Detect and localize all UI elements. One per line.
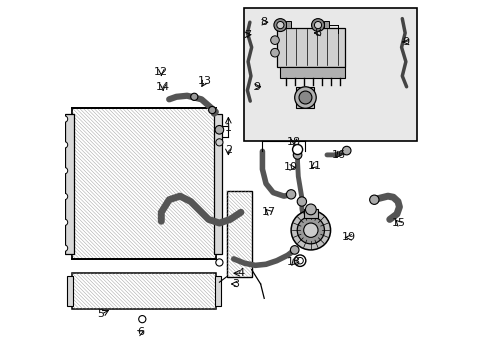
Circle shape (286, 190, 295, 199)
Circle shape (314, 22, 321, 29)
Circle shape (369, 195, 378, 204)
Text: 12: 12 (154, 67, 168, 77)
Text: 3: 3 (232, 279, 239, 289)
Text: 8: 8 (260, 17, 267, 27)
Text: 7: 7 (244, 30, 250, 40)
Circle shape (298, 91, 311, 104)
Text: 18: 18 (286, 138, 301, 147)
Bar (244, 8, 416, 140)
Text: 8: 8 (314, 28, 321, 38)
Circle shape (297, 217, 324, 244)
Bar (296, 87, 314, 108)
Circle shape (305, 204, 316, 215)
Circle shape (61, 141, 67, 148)
Bar (226, 191, 251, 277)
Circle shape (311, 19, 324, 32)
Text: 13: 13 (198, 76, 212, 86)
Text: 4: 4 (237, 268, 244, 278)
Text: 14: 14 (156, 82, 170, 92)
Text: 9: 9 (402, 37, 408, 47)
Circle shape (139, 316, 145, 323)
Text: 6: 6 (137, 327, 143, 337)
Circle shape (61, 219, 67, 226)
Bar (214, 276, 221, 306)
Bar (324, 22, 328, 28)
Text: 15: 15 (391, 218, 405, 228)
Bar (303, 210, 317, 219)
Circle shape (290, 211, 330, 250)
Bar (280, 67, 344, 78)
Text: 16: 16 (331, 150, 345, 160)
Circle shape (276, 22, 284, 29)
Circle shape (215, 259, 223, 266)
Circle shape (293, 150, 301, 159)
Circle shape (296, 257, 303, 264)
Text: 9: 9 (253, 82, 260, 92)
Text: 2: 2 (224, 144, 231, 154)
Text: 1: 1 (224, 123, 231, 133)
Circle shape (270, 48, 279, 57)
Circle shape (270, 36, 279, 44)
Bar (214, 114, 222, 253)
Text: 17: 17 (261, 207, 275, 217)
Circle shape (61, 193, 67, 200)
Circle shape (342, 146, 350, 155)
Circle shape (294, 87, 316, 108)
Circle shape (190, 93, 198, 100)
Circle shape (292, 144, 302, 154)
Circle shape (61, 245, 67, 251)
Text: 5: 5 (98, 310, 104, 319)
Bar (286, 22, 290, 28)
Bar (72, 273, 215, 309)
Text: 10: 10 (284, 162, 298, 172)
Circle shape (297, 197, 306, 206)
Text: 19: 19 (341, 232, 355, 242)
Circle shape (61, 116, 67, 122)
Bar (72, 108, 215, 259)
Circle shape (61, 167, 67, 174)
Text: 18: 18 (286, 257, 301, 267)
Circle shape (303, 223, 317, 237)
Bar (65, 114, 74, 253)
Bar (276, 28, 344, 67)
Circle shape (208, 107, 215, 114)
Bar (67, 276, 73, 306)
Circle shape (215, 126, 223, 134)
Circle shape (294, 255, 305, 266)
Circle shape (273, 19, 286, 32)
Circle shape (215, 139, 223, 146)
Circle shape (290, 246, 298, 254)
Text: 11: 11 (307, 161, 321, 171)
